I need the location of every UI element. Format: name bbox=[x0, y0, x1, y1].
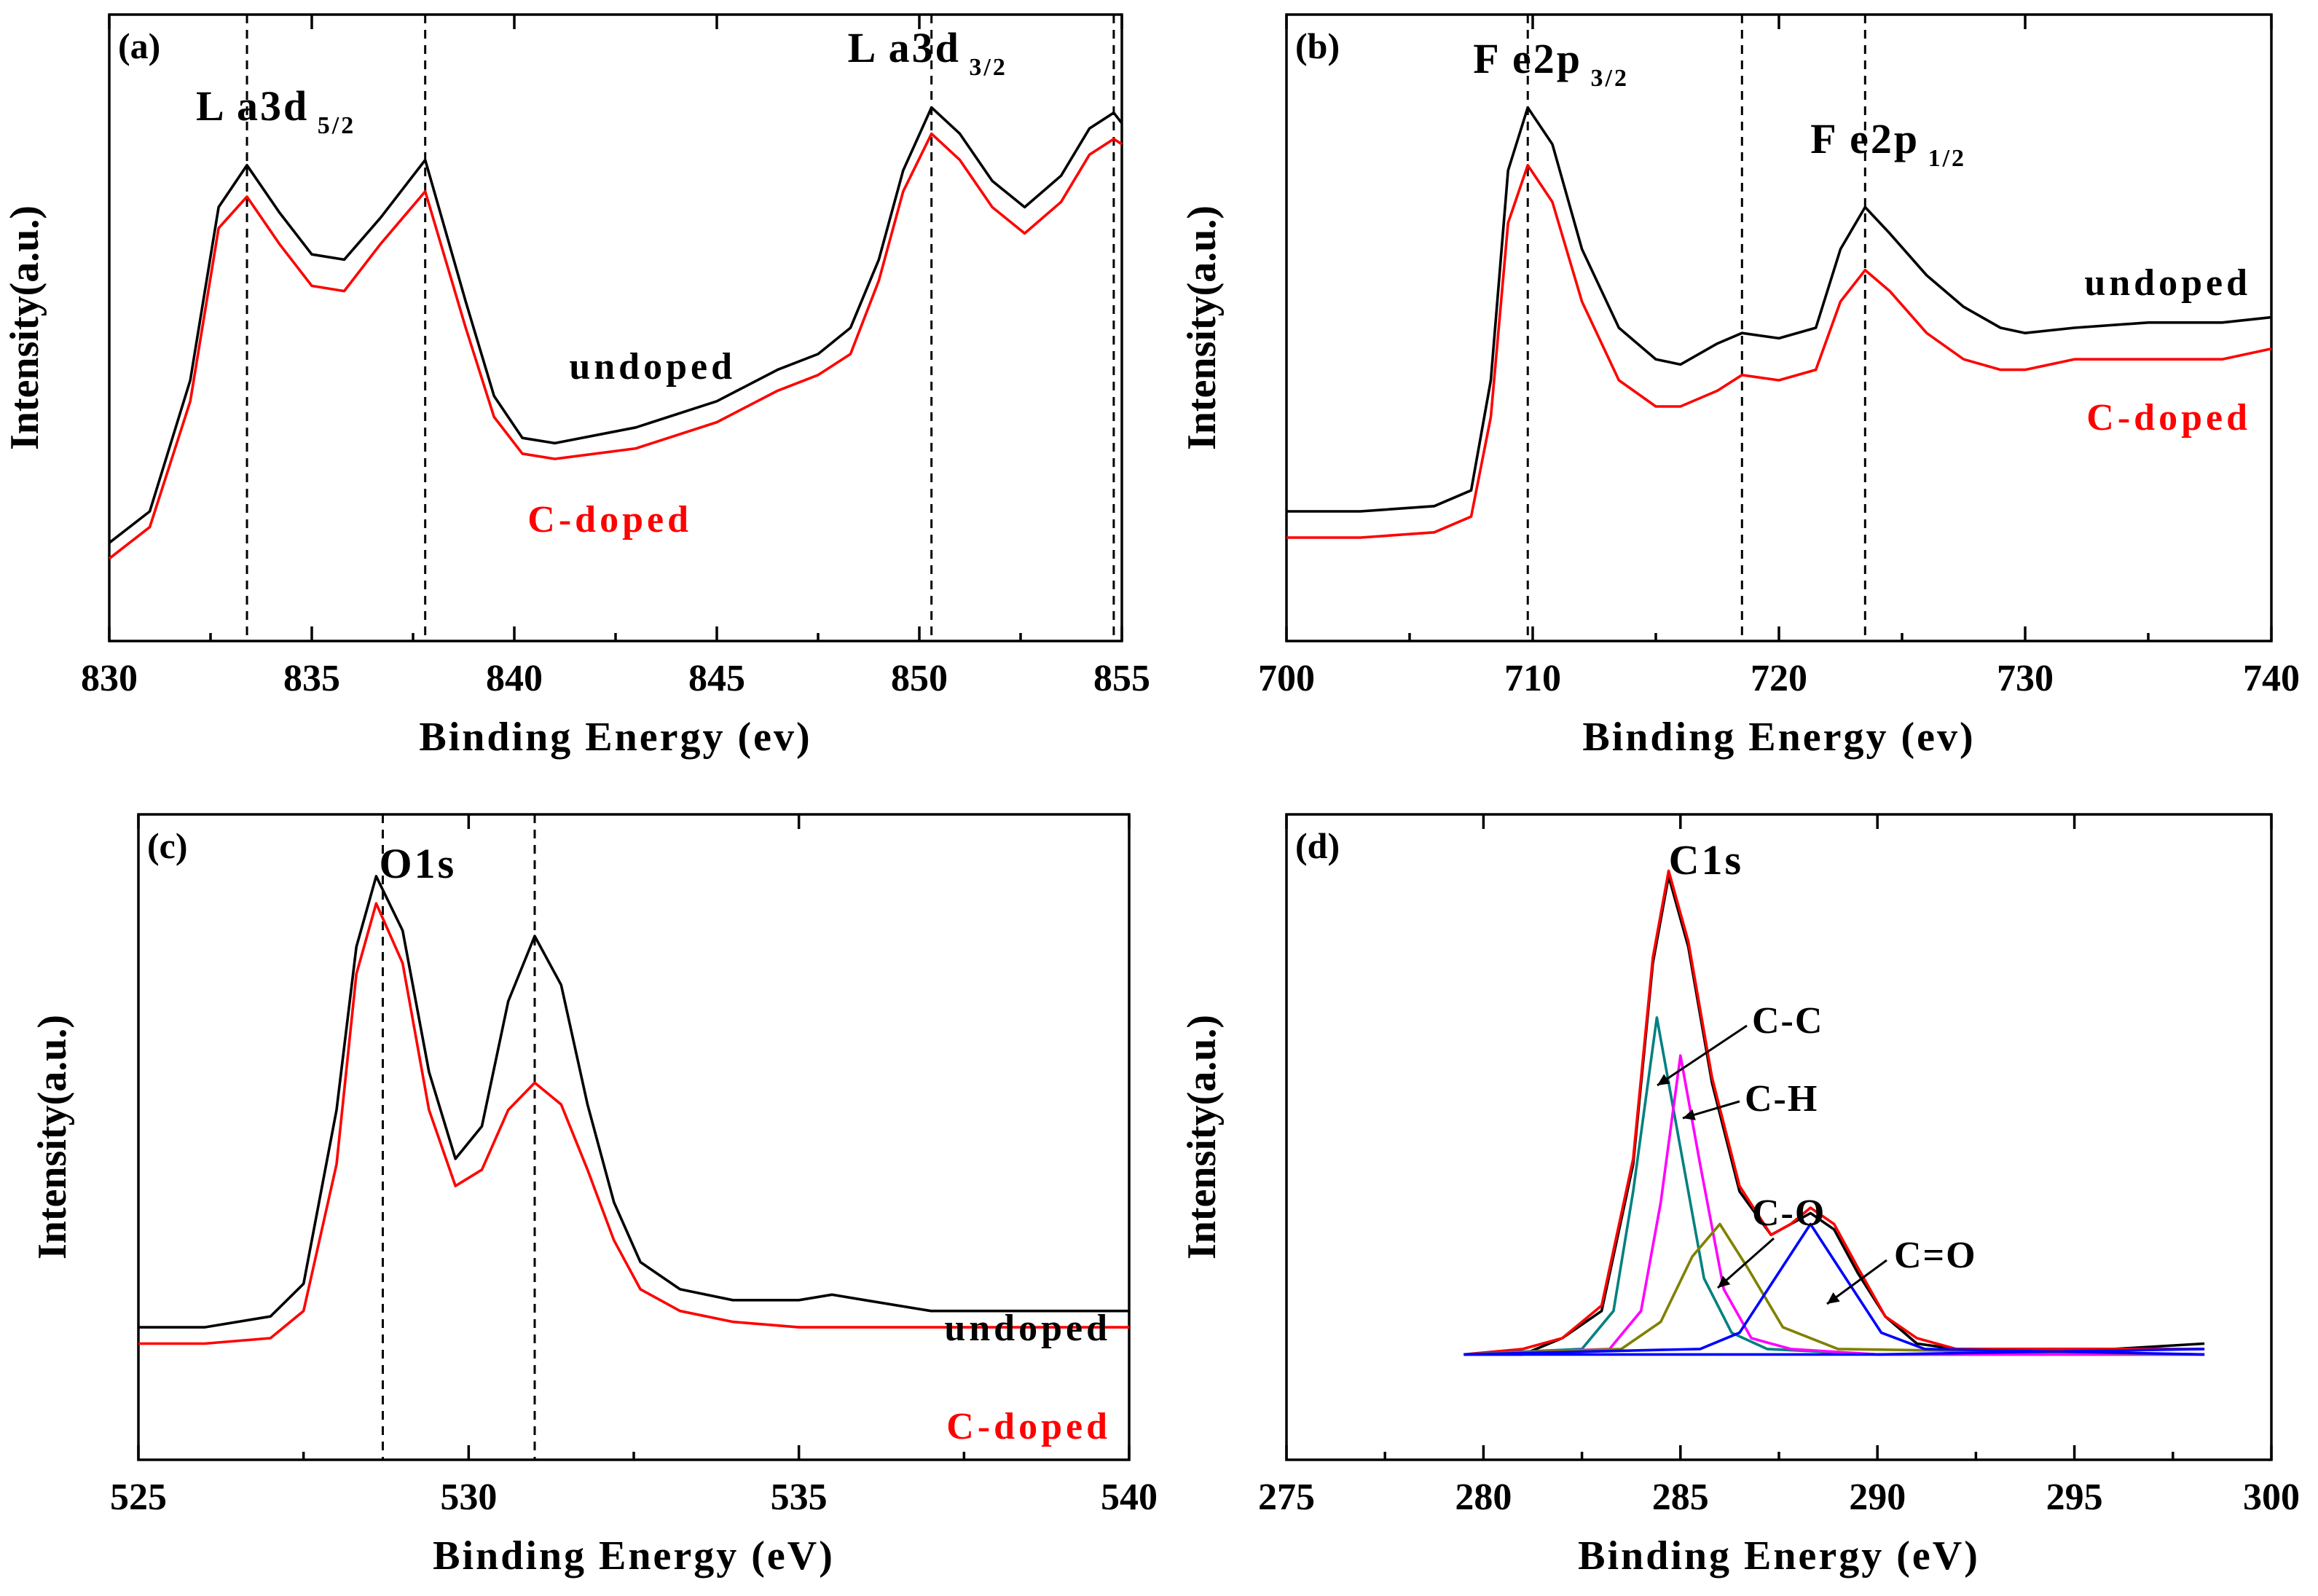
panel-d: 275 280 285 290 295 300 Binding Energy (eV) Int… bbox=[1179, 813, 2300, 1579]
x-tick-label: 850 bbox=[891, 658, 948, 699]
series-line-c-h bbox=[1464, 1054, 2205, 1356]
x-tick-label: 720 bbox=[1751, 658, 1807, 699]
component-label-c-h: C-H bbox=[1745, 1078, 1818, 1120]
component-arrowhead bbox=[1657, 1074, 1670, 1085]
peak-label: F e2p 1/2 bbox=[1810, 115, 1966, 172]
legend-label-c-doped: C-doped bbox=[527, 499, 692, 540]
x-axis-title: Binding Energy (eV) bbox=[1578, 1533, 1980, 1579]
legend-label-c-doped: C-doped bbox=[946, 1406, 1111, 1447]
legend-label-c-doped: C-doped bbox=[2086, 397, 2251, 439]
peak-label-subscript: 3/2 bbox=[961, 54, 1007, 81]
x-tick-label: 845 bbox=[688, 658, 745, 699]
peak-label-main: C1s bbox=[1669, 836, 1743, 884]
peak-label-subscript: 1/2 bbox=[1920, 145, 1966, 172]
series-line-fit bbox=[1464, 869, 2205, 1356]
x-tick-label: 855 bbox=[1093, 658, 1150, 699]
plot-frame bbox=[1285, 813, 2273, 1461]
x-tick-label: 290 bbox=[1849, 1477, 1906, 1518]
component-arrow bbox=[1826, 1259, 1887, 1305]
series-line-c-doped bbox=[108, 132, 1123, 560]
x-tick-label: 740 bbox=[2243, 658, 2300, 699]
panel-label: (c) bbox=[147, 825, 188, 866]
x-tick-label: 275 bbox=[1258, 1477, 1315, 1518]
peak-label-main: L a3d bbox=[848, 24, 961, 71]
series-line-undoped bbox=[108, 106, 1123, 544]
series-line-undoped bbox=[1286, 106, 2272, 513]
series-line-undoped bbox=[138, 875, 1129, 1329]
peak-label: L a3d 5/2 bbox=[196, 82, 355, 139]
x-tick-label: 710 bbox=[1504, 658, 1561, 699]
x-tick-label: 730 bbox=[1997, 658, 2054, 699]
panel-label: (d) bbox=[1295, 825, 1340, 866]
peak-label: C1s bbox=[1669, 836, 1743, 884]
x-tick-label: 300 bbox=[2243, 1477, 2300, 1518]
x-axis-title: Binding Energy (eV) bbox=[433, 1533, 835, 1579]
component-arrowhead bbox=[1683, 1109, 1696, 1120]
component-label-c-o: C-O bbox=[1752, 1192, 1826, 1234]
series-line-background bbox=[1464, 1348, 2205, 1356]
x-tick-label: 540 bbox=[1101, 1477, 1158, 1518]
peak-label-main: F e2p bbox=[1810, 115, 1920, 162]
peak-label: L a3d 3/2 bbox=[848, 24, 1007, 81]
x-tick-label: 530 bbox=[440, 1477, 497, 1518]
component-arrow bbox=[1657, 1024, 1748, 1087]
x-tick-label: 535 bbox=[771, 1477, 828, 1518]
peak-label-main: L a3d bbox=[196, 82, 309, 130]
panel-label: (b) bbox=[1295, 25, 1340, 66]
peak-label-main: F e2p bbox=[1473, 35, 1582, 82]
plot-frame bbox=[137, 813, 1131, 1461]
x-tick-label: 835 bbox=[283, 658, 340, 699]
x-tick-label: 830 bbox=[81, 658, 138, 699]
x-tick-label: 840 bbox=[486, 658, 543, 699]
series-line-c-c bbox=[1464, 1016, 2205, 1356]
legend-label-undoped: undoped bbox=[944, 1308, 1111, 1349]
x-axis-title: Binding Energy (ev) bbox=[1582, 715, 1975, 760]
y-axis-title: Intensity(a.u.) bbox=[30, 1015, 75, 1259]
x-axis-title: Binding Energy (ev) bbox=[419, 715, 812, 760]
x-tick-label: 285 bbox=[1652, 1477, 1709, 1518]
peak-label: F e2p 3/2 bbox=[1473, 35, 1629, 92]
legend-label-undoped: undoped bbox=[2084, 262, 2251, 304]
peak-label-subscript: 3/2 bbox=[1582, 65, 1629, 92]
legend-label-undoped: undoped bbox=[569, 346, 736, 388]
peak-label-subscript: 5/2 bbox=[309, 112, 355, 139]
y-axis-title: Intensity(a.u.) bbox=[1179, 1015, 1225, 1259]
component-arrow bbox=[1717, 1237, 1775, 1289]
y-axis-title: Intensity(a.u.) bbox=[2, 205, 47, 450]
series-line-c-o bbox=[1464, 1222, 2205, 1356]
x-tick-label: 700 bbox=[1258, 658, 1315, 699]
x-tick-label: 525 bbox=[110, 1477, 167, 1518]
panel-label: (a) bbox=[118, 25, 160, 66]
component-label-c-o: C=O bbox=[1894, 1235, 1977, 1276]
series-line-c-doped bbox=[1286, 164, 2272, 539]
component-arrowhead bbox=[1718, 1275, 1731, 1288]
panel-c: 525 530 535 540 Binding Energy (eV) Intensity… bbox=[30, 813, 1158, 1579]
panel-a: 830 835 840 845 850 855 Binding Energy (ev) Int… bbox=[2, 13, 1150, 760]
y-axis-title: Intensity(a.u.) bbox=[1179, 205, 1225, 450]
peak-label: O1s bbox=[379, 840, 456, 887]
series-line-raw bbox=[1464, 875, 2205, 1356]
series-line-c-doped bbox=[138, 902, 1129, 1345]
peak-label-main: O1s bbox=[379, 840, 456, 887]
component-label-c-c: C-C bbox=[1752, 1000, 1823, 1042]
x-tick-label: 295 bbox=[2046, 1477, 2103, 1518]
series-line-c-o bbox=[1464, 1222, 2205, 1356]
x-tick-label: 280 bbox=[1455, 1477, 1512, 1518]
component-arrowhead bbox=[1827, 1292, 1840, 1304]
panel-b: 700 710 720 730 740 Binding Energy (ev) Intens… bbox=[1179, 13, 2300, 760]
plot-frame bbox=[1285, 13, 2273, 642]
